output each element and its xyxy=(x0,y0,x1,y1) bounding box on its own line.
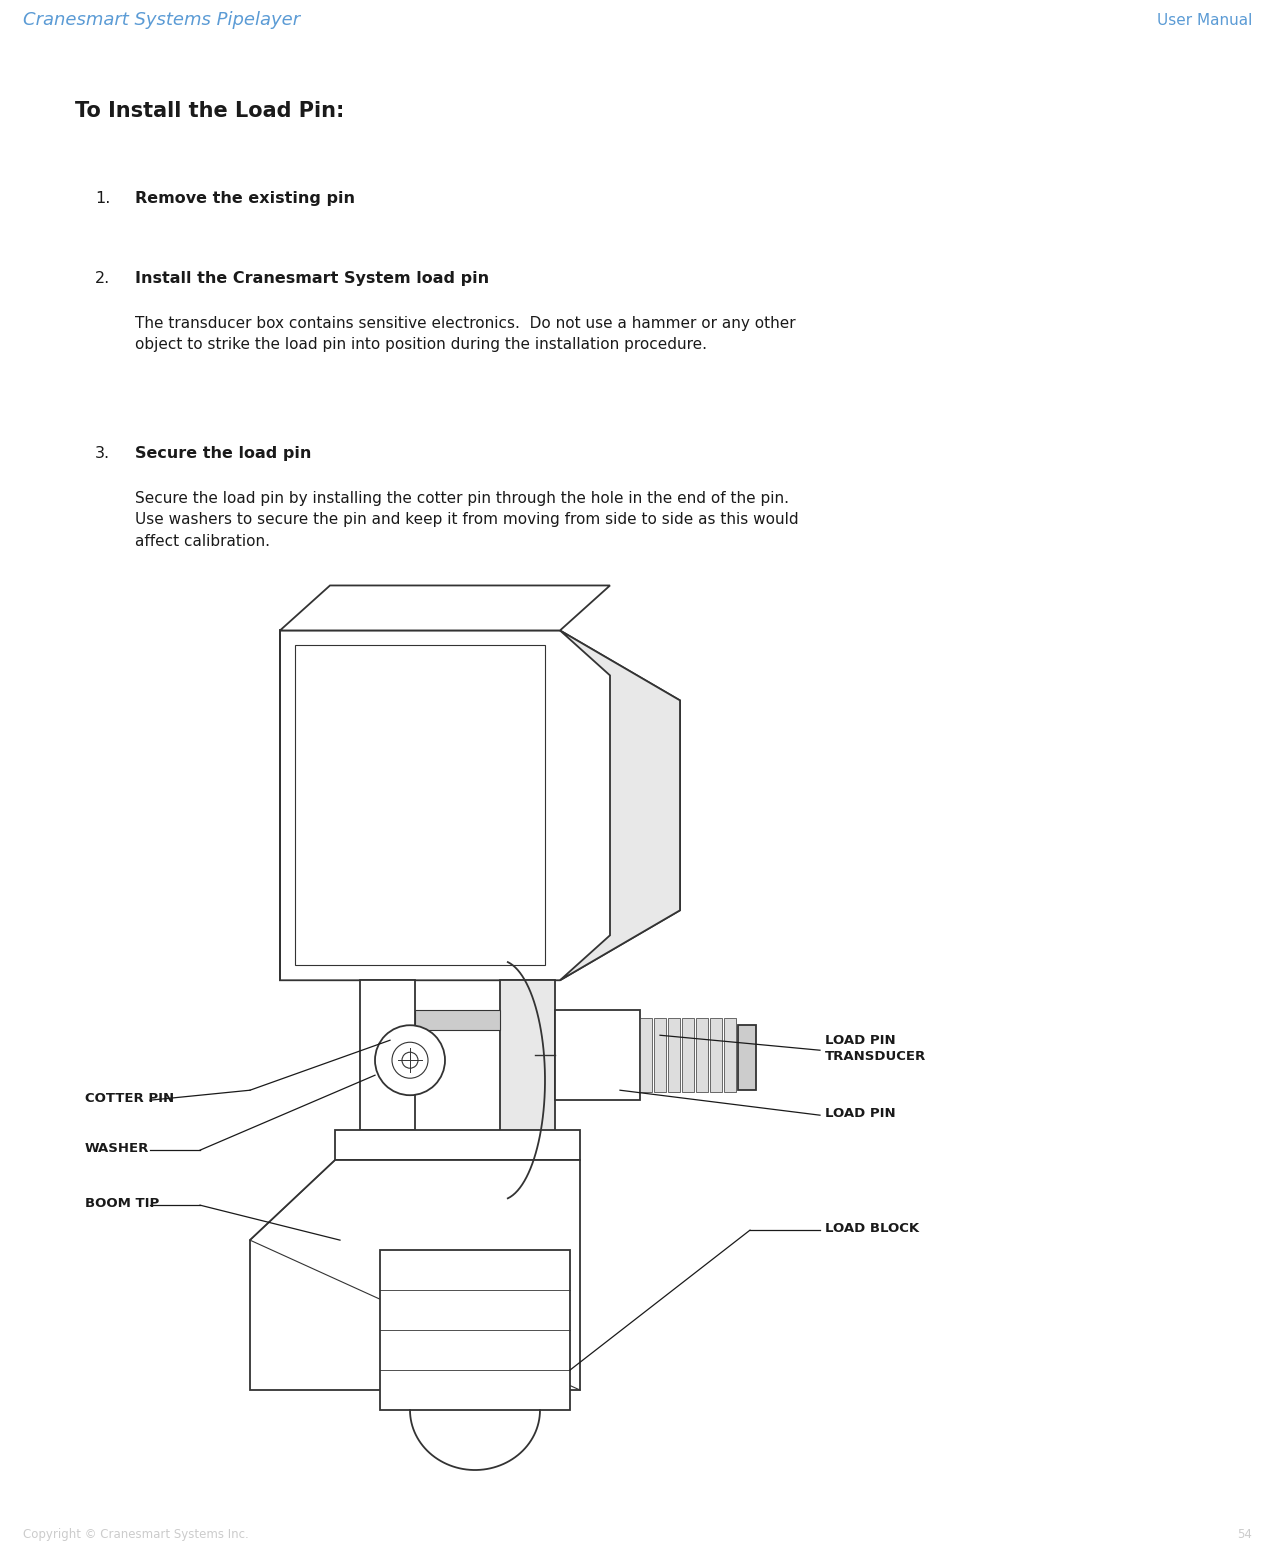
Polygon shape xyxy=(280,586,609,630)
Bar xyxy=(724,1019,736,1092)
Polygon shape xyxy=(335,1130,580,1160)
Text: BOOM TIP: BOOM TIP xyxy=(85,1197,159,1210)
Text: 54: 54 xyxy=(1237,1528,1252,1540)
Circle shape xyxy=(391,1042,428,1078)
Text: LOAD PIN: LOAD PIN xyxy=(825,1106,895,1120)
Text: To Install the Load Pin:: To Install the Load Pin: xyxy=(75,100,344,121)
Text: 2.: 2. xyxy=(96,271,110,285)
Text: LOAD PIN
TRANSDUCER: LOAD PIN TRANSDUCER xyxy=(825,1034,926,1062)
Polygon shape xyxy=(250,1160,580,1390)
Bar xyxy=(380,1250,570,1410)
Polygon shape xyxy=(295,646,544,965)
Text: User Manual: User Manual xyxy=(1156,13,1252,28)
Polygon shape xyxy=(500,981,555,1141)
Text: COTTER PIN: COTTER PIN xyxy=(85,1092,175,1105)
Bar xyxy=(555,1011,640,1100)
Polygon shape xyxy=(360,981,414,1130)
Text: The transducer box contains sensitive electronics.  Do not use a hammer or any o: The transducer box contains sensitive el… xyxy=(135,315,796,353)
Bar xyxy=(682,1019,694,1092)
Text: Secure the load pin: Secure the load pin xyxy=(135,445,311,461)
Polygon shape xyxy=(280,630,680,981)
Bar xyxy=(710,1019,722,1092)
Polygon shape xyxy=(560,630,680,981)
Text: 1.: 1. xyxy=(96,191,111,205)
Text: LOAD BLOCK: LOAD BLOCK xyxy=(825,1222,919,1235)
Text: Cranesmart Systems Pipelayer: Cranesmart Systems Pipelayer xyxy=(23,11,300,30)
Bar xyxy=(668,1019,680,1092)
Polygon shape xyxy=(414,1011,500,1030)
Circle shape xyxy=(375,1025,445,1095)
Circle shape xyxy=(402,1051,418,1069)
Text: 3.: 3. xyxy=(96,445,110,461)
Text: Secure the load pin by installing the cotter pin through the hole in the end of : Secure the load pin by installing the co… xyxy=(135,490,798,548)
Text: WASHER: WASHER xyxy=(85,1142,149,1155)
Text: Install the Cranesmart System load pin: Install the Cranesmart System load pin xyxy=(135,271,490,285)
Bar xyxy=(738,1025,756,1091)
Bar xyxy=(654,1019,666,1092)
Bar xyxy=(640,1019,652,1092)
Text: Copyright © Cranesmart Systems Inc.: Copyright © Cranesmart Systems Inc. xyxy=(23,1528,249,1540)
Bar xyxy=(696,1019,708,1092)
Text: Remove the existing pin: Remove the existing pin xyxy=(135,191,354,205)
